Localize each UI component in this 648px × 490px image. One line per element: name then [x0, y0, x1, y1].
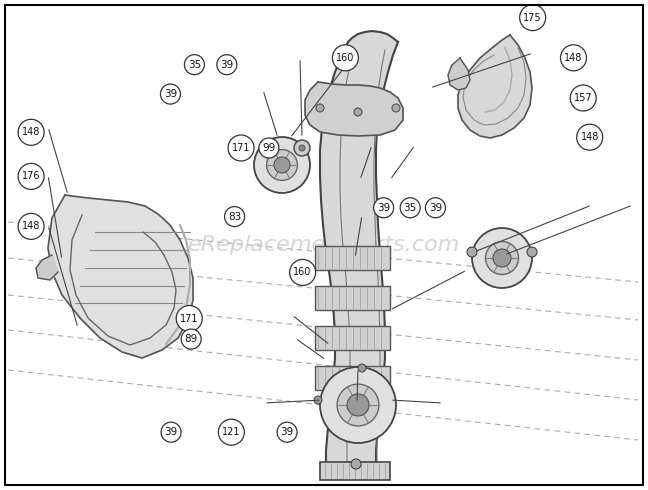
Bar	[320, 462, 390, 480]
Circle shape	[426, 198, 445, 218]
Bar	[315, 286, 390, 310]
Circle shape	[467, 247, 477, 257]
Text: 35: 35	[188, 60, 201, 70]
Circle shape	[374, 198, 393, 218]
Circle shape	[485, 242, 518, 274]
Circle shape	[527, 247, 537, 257]
Circle shape	[294, 140, 310, 156]
Circle shape	[577, 124, 603, 150]
Circle shape	[347, 394, 369, 416]
Text: 148: 148	[564, 53, 583, 63]
Text: 157: 157	[574, 93, 592, 103]
Circle shape	[354, 108, 362, 116]
Circle shape	[351, 459, 361, 469]
Text: 39: 39	[165, 427, 178, 437]
Text: 35: 35	[404, 203, 417, 213]
Circle shape	[290, 259, 316, 286]
Circle shape	[176, 305, 202, 332]
Circle shape	[570, 85, 596, 111]
Circle shape	[228, 135, 254, 161]
Bar	[315, 366, 390, 390]
Text: 39: 39	[164, 89, 177, 99]
Circle shape	[274, 157, 290, 173]
Bar	[315, 246, 390, 270]
Circle shape	[259, 138, 279, 158]
Polygon shape	[348, 31, 398, 42]
Polygon shape	[320, 42, 398, 468]
Circle shape	[217, 55, 237, 74]
Text: 148: 148	[581, 132, 599, 142]
Circle shape	[358, 364, 366, 372]
Circle shape	[185, 55, 204, 74]
Circle shape	[225, 207, 244, 226]
Circle shape	[314, 396, 322, 404]
Polygon shape	[48, 195, 193, 358]
Circle shape	[18, 119, 44, 146]
Circle shape	[161, 422, 181, 442]
Circle shape	[520, 4, 546, 31]
Text: 175: 175	[524, 13, 542, 23]
Text: 83: 83	[228, 212, 241, 221]
Text: 39: 39	[429, 203, 442, 213]
Circle shape	[18, 213, 44, 240]
Circle shape	[332, 45, 358, 71]
Text: 148: 148	[22, 127, 40, 137]
Circle shape	[561, 45, 586, 71]
Polygon shape	[448, 58, 470, 90]
Circle shape	[320, 367, 396, 443]
Circle shape	[181, 329, 201, 349]
Circle shape	[299, 145, 305, 151]
Circle shape	[161, 84, 180, 104]
Text: 160: 160	[336, 53, 354, 63]
Text: eReplacementParts.com: eReplacementParts.com	[188, 235, 460, 255]
Text: 171: 171	[180, 314, 198, 323]
Polygon shape	[36, 255, 58, 280]
Bar	[315, 326, 390, 350]
Polygon shape	[458, 35, 532, 138]
Text: 89: 89	[185, 334, 198, 344]
Circle shape	[337, 384, 379, 426]
Circle shape	[392, 104, 400, 112]
Circle shape	[277, 422, 297, 442]
Circle shape	[400, 198, 420, 218]
Text: 99: 99	[262, 143, 275, 153]
Text: 121: 121	[222, 427, 240, 437]
Text: 39: 39	[220, 60, 233, 70]
Circle shape	[316, 104, 324, 112]
Circle shape	[472, 228, 532, 288]
Text: 39: 39	[281, 427, 294, 437]
Polygon shape	[305, 82, 403, 136]
Circle shape	[493, 249, 511, 267]
Text: 160: 160	[294, 268, 312, 277]
Circle shape	[218, 419, 244, 445]
Circle shape	[18, 163, 44, 190]
Circle shape	[254, 137, 310, 193]
Text: 176: 176	[22, 172, 40, 181]
Text: 148: 148	[22, 221, 40, 231]
Text: 171: 171	[232, 143, 250, 153]
Circle shape	[266, 149, 297, 180]
Text: 39: 39	[377, 203, 390, 213]
